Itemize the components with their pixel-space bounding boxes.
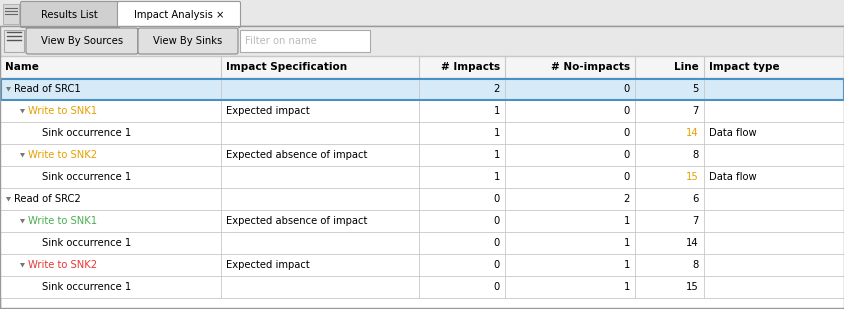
Text: 0: 0	[493, 216, 500, 226]
Text: Sink occurrence 1: Sink occurrence 1	[42, 128, 131, 138]
Polygon shape	[20, 109, 25, 113]
Polygon shape	[6, 197, 11, 201]
Text: 0: 0	[493, 194, 500, 204]
Bar	[3, 4, 19, 24]
Text: Write to SNK2: Write to SNK2	[28, 150, 97, 160]
Bar	[0, 78, 844, 100]
Text: 6: 6	[692, 194, 698, 204]
Text: 2: 2	[493, 84, 500, 94]
Text: 15: 15	[685, 172, 698, 182]
Text: 7: 7	[692, 106, 698, 116]
Text: 1: 1	[623, 260, 630, 270]
Bar	[120, 25, 238, 28]
Bar	[4, 30, 24, 52]
Text: Read of SRC1: Read of SRC1	[14, 84, 81, 94]
FancyBboxPatch shape	[138, 28, 238, 54]
Text: Write to SNK1: Write to SNK1	[28, 106, 97, 116]
Text: 8: 8	[692, 150, 698, 160]
Text: 0: 0	[623, 172, 630, 182]
Text: 0: 0	[623, 150, 630, 160]
Text: 14: 14	[685, 128, 698, 138]
Text: 1: 1	[493, 128, 500, 138]
Bar	[0, 254, 844, 276]
Bar	[0, 26, 844, 56]
Bar	[0, 210, 844, 232]
Text: 1: 1	[623, 238, 630, 248]
Text: Write to SNK2: Write to SNK2	[28, 260, 97, 270]
Polygon shape	[20, 153, 25, 158]
Text: 5: 5	[692, 84, 698, 94]
Text: Expected absence of impact: Expected absence of impact	[225, 216, 367, 226]
Bar	[0, 166, 844, 188]
Polygon shape	[20, 219, 25, 223]
Text: Impact Specification: Impact Specification	[225, 62, 347, 72]
Text: 0: 0	[493, 260, 500, 270]
Text: 0: 0	[623, 128, 630, 138]
Text: 0: 0	[623, 106, 630, 116]
Text: Expected impact: Expected impact	[225, 106, 310, 116]
Text: Impact type: Impact type	[708, 62, 779, 72]
Text: Sink occurrence 1: Sink occurrence 1	[42, 238, 131, 248]
Text: Impact Analysis ×: Impact Analysis ×	[133, 10, 224, 19]
Polygon shape	[6, 87, 11, 91]
Text: 1: 1	[623, 216, 630, 226]
Text: Data flow: Data flow	[708, 172, 755, 182]
Text: Results List: Results List	[41, 10, 98, 19]
Text: Data flow: Data flow	[708, 128, 755, 138]
Text: 0: 0	[623, 84, 630, 94]
Text: 1: 1	[623, 282, 630, 292]
FancyBboxPatch shape	[26, 28, 138, 54]
Text: 8: 8	[692, 260, 698, 270]
Text: Name: Name	[5, 62, 39, 72]
Text: 1: 1	[493, 172, 500, 182]
Text: Sink occurrence 1: Sink occurrence 1	[42, 172, 131, 182]
Text: # No-impacts: # No-impacts	[550, 62, 630, 72]
Text: 1: 1	[493, 150, 500, 160]
Text: 2: 2	[623, 194, 630, 204]
Text: Read of SRC2: Read of SRC2	[14, 194, 81, 204]
Bar	[0, 56, 844, 78]
Text: 15: 15	[685, 282, 698, 292]
Polygon shape	[20, 263, 25, 268]
Text: 1: 1	[493, 106, 500, 116]
Text: Expected impact: Expected impact	[225, 260, 310, 270]
Bar	[1, 78, 843, 99]
Text: Sink occurrence 1: Sink occurrence 1	[42, 282, 131, 292]
Bar	[240, 30, 370, 52]
Bar	[0, 188, 844, 210]
Text: Write to SNK1: Write to SNK1	[28, 216, 97, 226]
Text: View By Sinks: View By Sinks	[154, 36, 222, 46]
Bar	[0, 100, 844, 122]
FancyBboxPatch shape	[117, 2, 241, 28]
Text: Expected absence of impact: Expected absence of impact	[225, 150, 367, 160]
Bar	[0, 232, 844, 254]
Text: Filter on name: Filter on name	[245, 36, 316, 46]
Text: View By Sources: View By Sources	[41, 36, 123, 46]
Text: Line: Line	[674, 62, 698, 72]
Text: 14: 14	[685, 238, 698, 248]
Bar	[0, 122, 844, 144]
Text: 7: 7	[692, 216, 698, 226]
FancyBboxPatch shape	[20, 2, 118, 28]
Text: 0: 0	[493, 282, 500, 292]
Text: 0: 0	[493, 238, 500, 248]
Bar	[0, 144, 844, 166]
Text: # Impacts: # Impacts	[441, 62, 500, 72]
Bar	[0, 276, 844, 298]
